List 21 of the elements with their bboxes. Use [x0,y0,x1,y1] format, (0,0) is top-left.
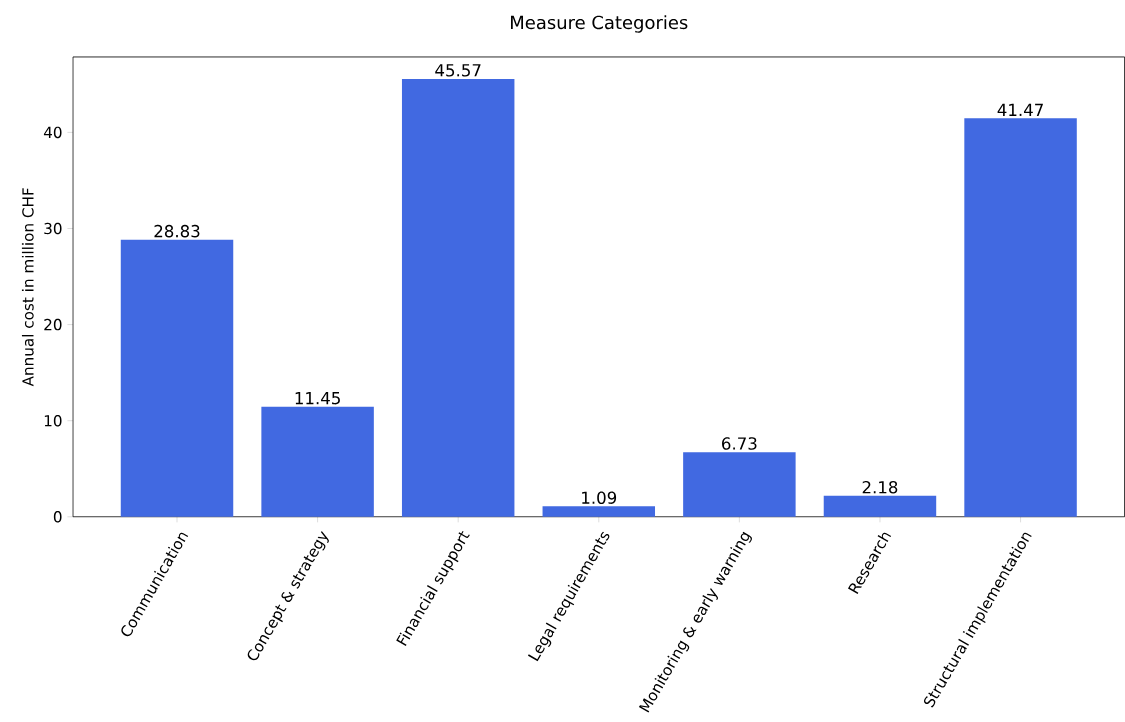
bar [823,495,937,517]
y-tick-label: 20 [44,318,62,331]
data-label: 11.45 [295,392,340,405]
data-label: 45.57 [435,64,481,77]
data-label: 2.18 [862,481,898,494]
data-label: 1.09 [582,491,617,505]
bar [542,506,656,517]
data-label: 41.47 [997,103,1043,117]
bar [401,78,515,517]
y-tick-label: 0 [53,511,62,523]
y-tick-label: 10 [44,415,62,427]
y-tick-label: 30 [44,222,62,235]
data-label: 28.83 [154,224,200,238]
bar [964,118,1077,517]
bar [683,452,796,517]
data-label: 6.73 [722,437,757,450]
y-tick-label: 40 [43,126,62,139]
bar [261,406,374,517]
chart-title: Measure Categories [511,15,688,33]
bar [120,239,234,517]
y-axis-title: Annual cost in million CHF [21,188,34,387]
